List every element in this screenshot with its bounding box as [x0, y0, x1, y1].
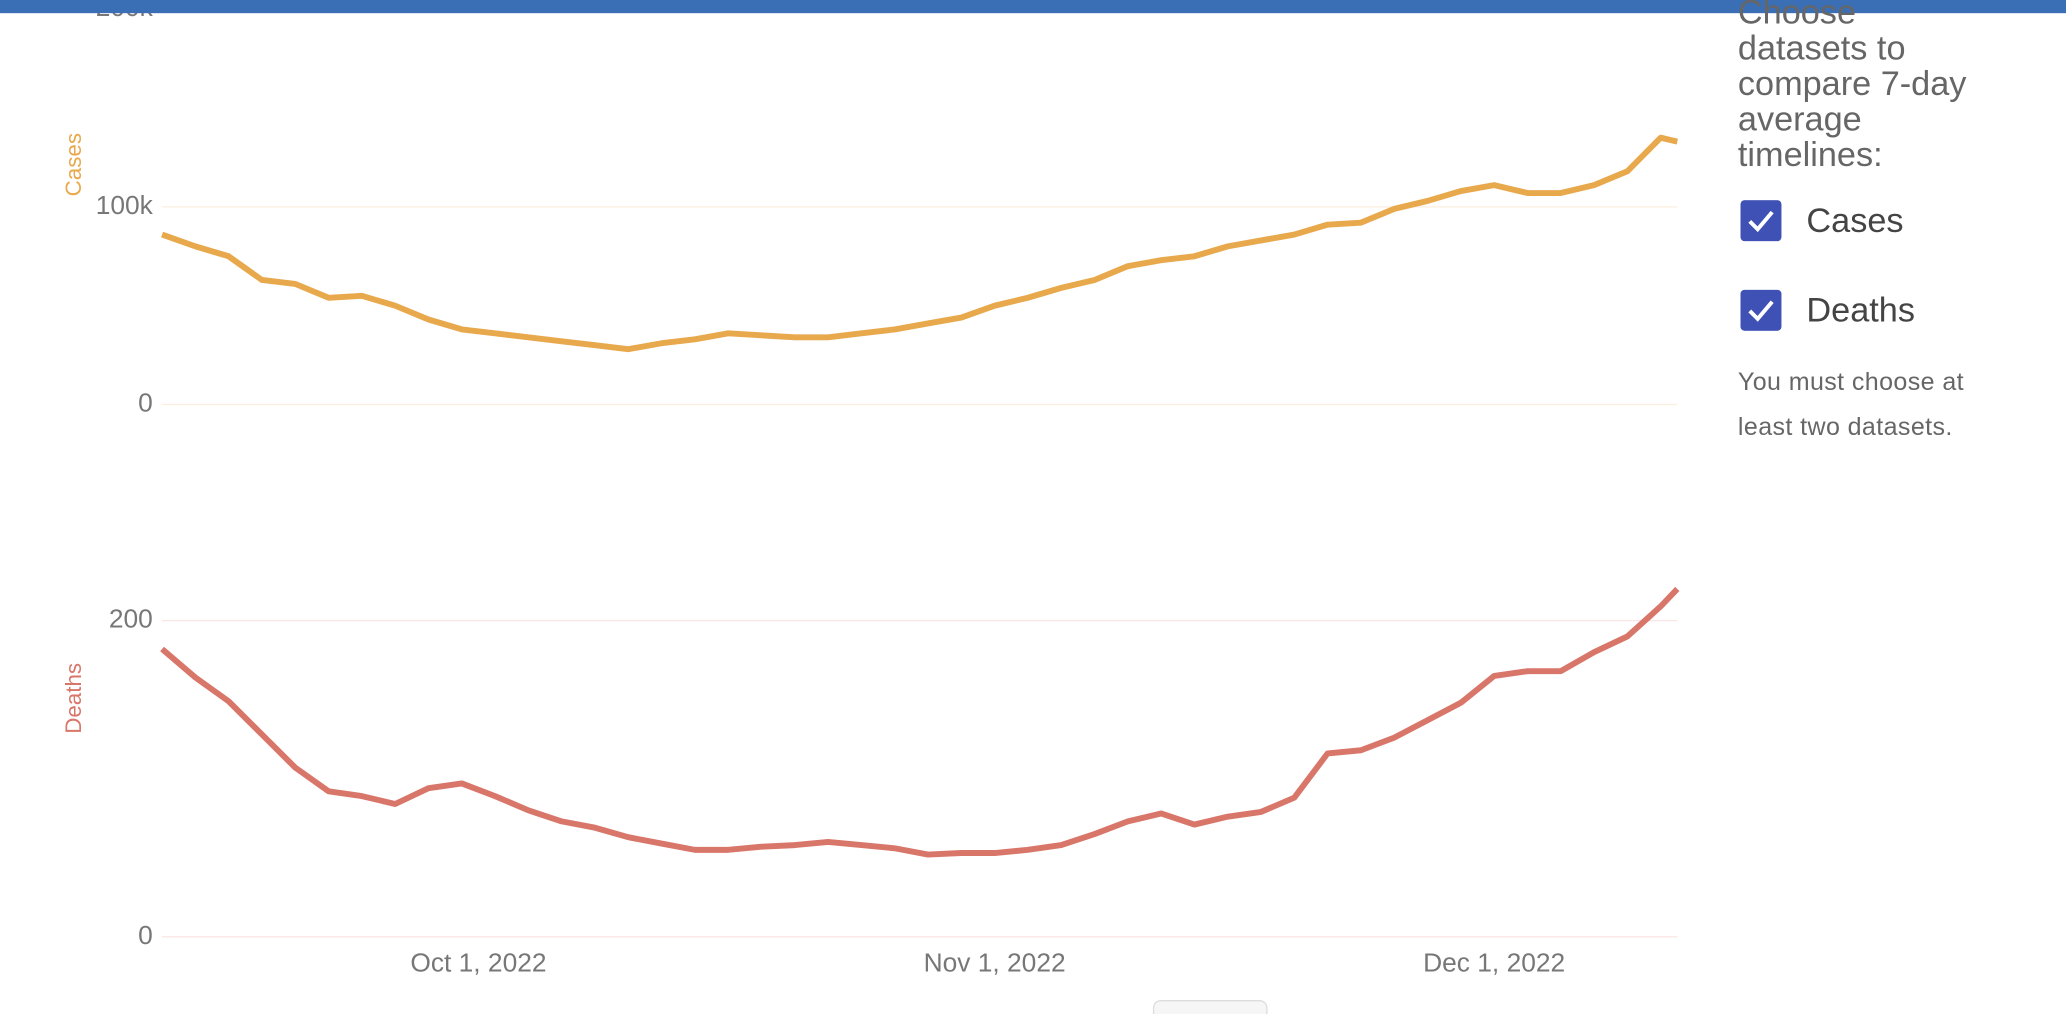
- y-tick-label: 100k: [96, 190, 154, 220]
- x-tick-label: Oct 1, 2022: [410, 947, 546, 977]
- x-tick-label: Nov 1, 2022: [924, 947, 1066, 977]
- option-deaths[interactable]: Deaths: [1740, 289, 1915, 331]
- panel-title: Choose datasets to compare 7-day average…: [1737, 0, 1967, 174]
- x-tick-label: Dec 1, 2022: [1423, 947, 1565, 977]
- option-label: Deaths: [1806, 289, 1915, 330]
- top-bar: [0, 0, 2066, 14]
- data-line: [160, 586, 1680, 858]
- y-axis-label: Cases: [61, 133, 86, 196]
- checkbox[interactable]: [1740, 289, 1782, 331]
- y-axis-label: Deaths: [61, 663, 86, 734]
- panel-note: You must choose at least two datasets.: [1737, 368, 1965, 442]
- option-label: Cases: [1806, 200, 1904, 240]
- y-tick-label: 0: [138, 387, 153, 417]
- y-tick-label: 0: [138, 920, 153, 950]
- option-cases[interactable]: Cases: [1740, 200, 1904, 242]
- data-line: [161, 134, 1678, 353]
- scroll-tab[interactable]: [1152, 1000, 1268, 1014]
- y-tick-label: 200: [109, 604, 153, 634]
- checkbox[interactable]: [1740, 200, 1782, 242]
